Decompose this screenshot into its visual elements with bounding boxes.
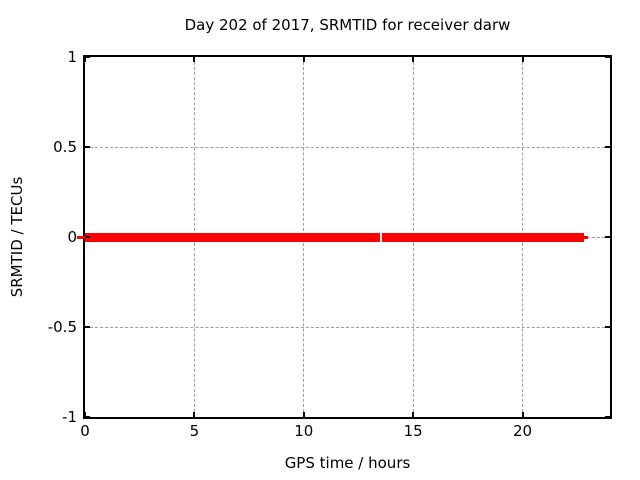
y-tick-label: -0.5 bbox=[47, 318, 77, 336]
y-tick-mark bbox=[85, 326, 90, 328]
y-tick-mark bbox=[85, 236, 90, 238]
x-tick-mark bbox=[193, 412, 196, 417]
y-tick-label: 0.5 bbox=[53, 138, 77, 156]
x-tick-label: 5 bbox=[189, 422, 200, 440]
x-tick-label: 10 bbox=[294, 422, 314, 440]
x-tick-mark bbox=[302, 57, 305, 62]
y-tick-mark bbox=[605, 236, 610, 238]
x-tick-mark bbox=[302, 412, 305, 417]
y-tick-label: 0 bbox=[67, 228, 77, 246]
x-tick-label: 20 bbox=[512, 422, 533, 440]
y-tick-label: 1 bbox=[67, 48, 77, 66]
y-tick-mark bbox=[85, 416, 90, 418]
data-series-thin-segment bbox=[583, 235, 589, 239]
x-tick-mark bbox=[412, 412, 415, 417]
x-tick-mark bbox=[521, 57, 524, 62]
data-series-thin-segment bbox=[77, 235, 85, 239]
x-tick-mark bbox=[412, 57, 415, 62]
data-series-segment bbox=[85, 232, 380, 242]
data-series-segment bbox=[381, 232, 584, 242]
y-tick-label: -1 bbox=[62, 408, 77, 426]
x-tick-label: 15 bbox=[403, 422, 423, 440]
x-tick-mark bbox=[84, 57, 86, 62]
y-tick-mark bbox=[605, 146, 610, 148]
x-tick-mark bbox=[84, 412, 86, 417]
x-tick-label: 0 bbox=[80, 422, 90, 440]
plot-area bbox=[77, 55, 612, 419]
x-tick-mark bbox=[521, 412, 524, 417]
y-tick-mark bbox=[605, 56, 610, 58]
y-tick-mark bbox=[605, 416, 610, 418]
x-axis-label: GPS time / hours bbox=[284, 454, 411, 472]
y-tick-mark bbox=[85, 56, 90, 58]
gridline-horizontal bbox=[85, 326, 610, 328]
y-tick-mark bbox=[605, 326, 610, 328]
chart-title: Day 202 of 2017, SRMTID for receiver dar… bbox=[184, 16, 511, 34]
x-tick-mark bbox=[193, 57, 196, 62]
gridline-horizontal bbox=[85, 146, 610, 148]
y-tick-mark bbox=[85, 146, 90, 148]
